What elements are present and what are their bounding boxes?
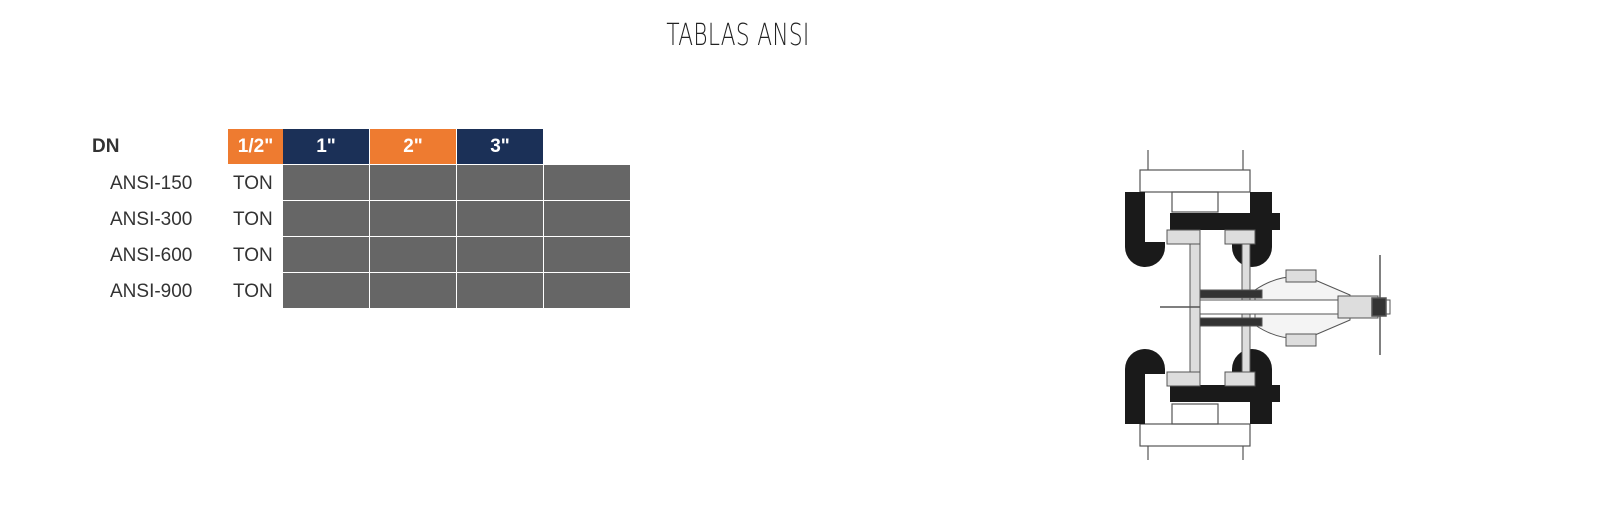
table-cell: [457, 273, 543, 308]
table-cell: [544, 237, 630, 272]
row-label: ANSI-150: [110, 173, 193, 194]
gate-valve-diagram-icon: [1125, 150, 1391, 460]
table-cell: [457, 201, 543, 236]
table-cell: [457, 165, 543, 200]
table-cell: [370, 201, 456, 236]
row-label: ANSI-300: [110, 209, 193, 230]
header-1-inch: 1": [283, 129, 369, 164]
header-half-inch: 1/2": [228, 129, 283, 164]
page-title: TABLAS ANSI: [666, 18, 810, 53]
row-unit: TON: [233, 245, 273, 266]
table-cell: [544, 201, 630, 236]
table-cell: [283, 237, 369, 272]
table-cell: [544, 165, 630, 200]
row-label: ANSI-600: [110, 245, 193, 266]
row-label: ANSI-900: [110, 281, 193, 302]
table-cell: [283, 201, 369, 236]
table-cell: [283, 273, 369, 308]
table-cell: [370, 237, 456, 272]
header-3-inch: 3": [457, 129, 543, 164]
dn-label: DN: [92, 136, 120, 157]
row-unit: TON: [233, 173, 273, 194]
table-cell: [283, 165, 369, 200]
row-unit: TON: [233, 209, 273, 230]
row-unit: TON: [233, 281, 273, 302]
table-cell: [370, 165, 456, 200]
header-2-inch: 2": [370, 129, 456, 164]
table-cell: [457, 237, 543, 272]
table-cell: [544, 273, 630, 308]
table-cell: [370, 273, 456, 308]
